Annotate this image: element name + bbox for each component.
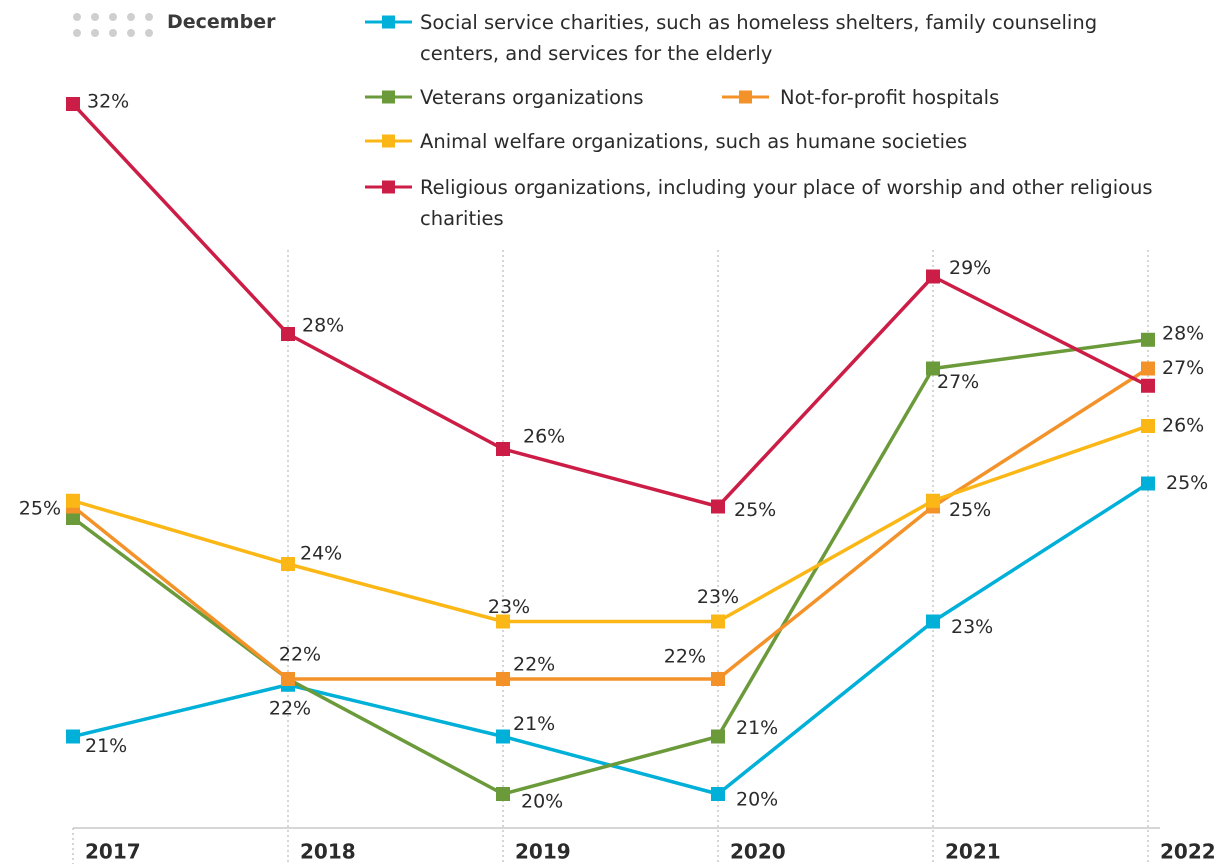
legend-label: Veterans organizations [420,86,644,109]
point-marker [281,327,295,341]
point-marker [496,729,510,744]
x-tick-label: 2020 [730,840,786,864]
series-line [71,367,1149,681]
period-label: December [167,11,276,33]
point-marker [66,729,80,744]
data-label: 23% [951,616,993,638]
legend-label: Animal welfare organizations, such as hu… [420,130,968,153]
point-marker [926,361,940,376]
point-marker [496,442,510,456]
data-label: 23% [488,596,530,618]
data-label: 22% [269,698,311,720]
point-marker [1141,332,1155,347]
point-marker [496,614,510,629]
x-tick-label: 2019 [515,840,571,864]
series-line [72,424,1149,624]
data-label: 21% [736,717,778,739]
point-marker [926,269,940,284]
data-label: 22% [513,654,555,676]
data-label: 21% [85,735,127,757]
point-marker [1141,378,1155,393]
data-label: 32% [87,91,129,113]
data-label: 22% [664,646,706,668]
data-label: 28% [302,315,344,337]
data-label: 28% [1162,322,1204,344]
point-marker [496,787,510,801]
data-label: 26% [1162,415,1204,437]
point-marker [281,672,295,686]
x-tick-label: 2022 [1160,840,1216,864]
x-tick-label: 2021 [945,840,1001,864]
series-line [71,338,1149,796]
legend-label: Religious organizations, including your … [420,176,1153,230]
point-marker [711,672,725,686]
point-marker [711,499,725,514]
period-icon [73,13,153,37]
legend-label: Not-for-profit hospitals [780,86,1000,109]
data-label: 23% [697,586,739,608]
data-label: 25% [949,499,991,521]
x-tick-label: 2017 [85,840,141,864]
point-marker [711,614,725,629]
legend-marker [382,15,395,29]
point-marker [496,672,510,686]
data-label: 21% [513,713,555,735]
legend-marker [382,90,395,104]
legend-marker [382,180,395,194]
point-marker [1141,361,1155,376]
point-marker [66,97,80,111]
point-marker [926,614,940,629]
series-line [71,102,1149,509]
data-label: 25% [734,499,776,521]
data-label: 26% [523,426,565,448]
data-label: 24% [300,543,342,565]
data-label: 25% [19,498,61,520]
point-marker [926,493,940,508]
point-marker [281,557,295,571]
x-tick-label: 2018 [300,840,356,864]
legend-marker [739,90,752,104]
data-label: 27% [1162,357,1204,379]
point-marker [1141,476,1155,491]
data-label: 29% [949,257,991,279]
data-label: 27% [937,371,979,393]
data-label: 20% [521,791,563,813]
point-marker [66,511,80,525]
legend-label: Social service charities, such as homele… [420,11,1098,65]
point-marker [66,493,80,508]
data-label: 22% [279,644,321,666]
point-marker [711,729,725,744]
point-marker [1141,419,1155,433]
data-label: 20% [736,789,778,811]
legend-marker [382,134,395,148]
data-label: 25% [1166,472,1208,494]
point-marker [711,787,725,801]
